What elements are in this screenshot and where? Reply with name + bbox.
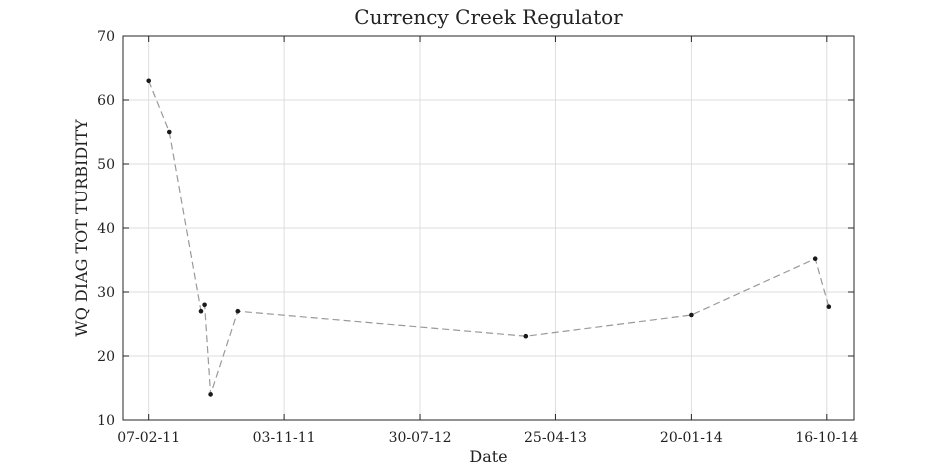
series-line: [148, 80, 830, 395]
data-point: [146, 78, 151, 84]
y-tick-label: 30: [97, 285, 115, 301]
data-point: [208, 392, 213, 397]
x-tick-label: 07-02-11: [117, 430, 180, 446]
data-point: [198, 308, 204, 314]
y-tick-label: 10: [97, 413, 115, 429]
data-point: [689, 312, 694, 318]
axis-ticks: 07-02-11 03-11-11 30-07-12 25-04-13 20-01-14…: [97, 29, 858, 446]
data-point: [167, 129, 172, 135]
y-axis-label: WQ DIAG TOT TURBIDITY: [72, 119, 91, 337]
data-point: [523, 333, 529, 339]
data-point: [235, 308, 241, 314]
chart-title: Currency Creek Regulator: [354, 5, 623, 29]
x-tick-label: 25-04-13: [524, 430, 587, 446]
y-tick-label: 50: [97, 157, 115, 173]
x-tick-label: 30-07-12: [389, 430, 452, 446]
x-tick-label: 16-10-14: [795, 430, 858, 446]
y-tick-label: 40: [97, 221, 115, 237]
y-tick-label: 60: [97, 93, 115, 109]
series-group: [146, 78, 832, 397]
x-tick-label: 20-01-14: [660, 430, 723, 446]
data-point: [812, 256, 818, 262]
data-point: [202, 302, 207, 308]
data-point: [826, 304, 832, 310]
y-tick-label: 20: [97, 349, 115, 365]
x-tick-label: 03-11-11: [253, 430, 316, 446]
x-axis-label: Date: [469, 447, 507, 466]
y-tick-label: 70: [97, 29, 115, 45]
